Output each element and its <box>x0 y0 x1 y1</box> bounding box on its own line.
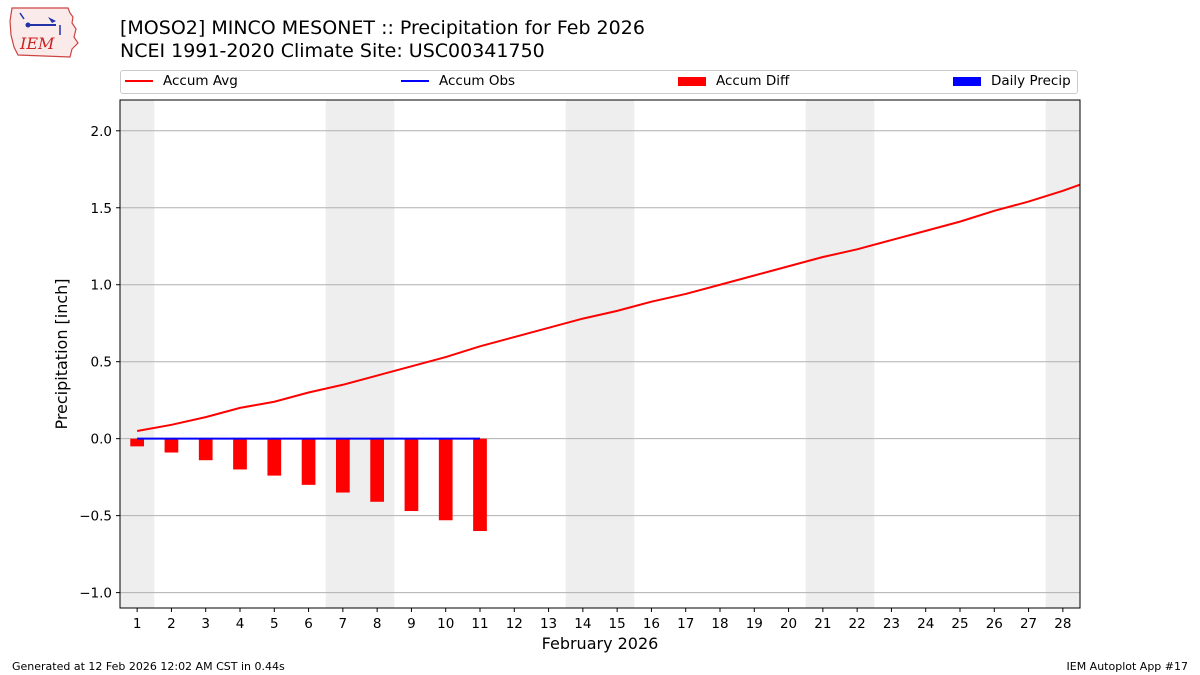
x-tick-label: 1 <box>133 616 142 632</box>
diff-bar <box>130 438 144 447</box>
x-tick-label: 13 <box>540 616 557 632</box>
chart-subtitle: NCEI 1991-2020 Climate Site: USC00341750 <box>120 40 545 62</box>
legend-swatch <box>401 80 429 82</box>
plot-frame <box>119 99 1081 609</box>
diff-bar <box>438 438 453 521</box>
y-tick-label: 0.0 <box>91 432 112 448</box>
legend-item-daily-precip: Daily Precip <box>953 73 1071 89</box>
x-tick-label: 4 <box>236 616 245 632</box>
legend: Accum Avg Accum Obs Accum Diff Daily Precip <box>120 70 1078 94</box>
legend-swatch <box>125 80 153 82</box>
y-tick-label: 1.0 <box>91 278 112 294</box>
x-tick-label: 25 <box>951 616 968 632</box>
y-tick-label: −1.0 <box>79 586 112 602</box>
x-tick-label: 27 <box>1020 616 1037 632</box>
diff-bar <box>301 438 316 485</box>
x-tick-label: 17 <box>677 616 694 632</box>
x-tick-label: 8 <box>373 616 382 632</box>
weekend-band <box>1045 100 1080 608</box>
x-tick-label: 3 <box>201 616 210 632</box>
footer-app: IEM Autoplot App #17 <box>1066 660 1189 673</box>
x-tick-label: 6 <box>304 616 313 632</box>
diff-bar <box>370 438 384 502</box>
x-tick-label: 10 <box>437 616 454 632</box>
x-tick-label: 12 <box>506 616 523 632</box>
footer-generated: Generated at 12 Feb 2026 12:02 AM CST in… <box>12 660 285 673</box>
diff-bar <box>336 438 350 493</box>
y-tick-label: 2.0 <box>91 124 112 140</box>
iem-logo: IEM <box>9 7 79 58</box>
x-tick-label: 5 <box>270 616 279 632</box>
x-tick-label: 26 <box>986 616 1003 632</box>
x-tick-label: 16 <box>643 616 660 632</box>
diff-bar <box>473 438 487 532</box>
legend-item-accum-obs: Accum Obs <box>401 73 515 89</box>
x-tick-label: 18 <box>711 616 728 632</box>
diff-bar <box>164 438 179 453</box>
accum-avg-line <box>136 183 1081 432</box>
y-tick-label: −0.5 <box>79 509 112 525</box>
legend-label: Accum Diff <box>716 73 790 89</box>
x-tick-label: 7 <box>339 616 348 632</box>
weekend-band <box>805 100 875 608</box>
x-tick-label: 28 <box>1054 616 1071 632</box>
legend-label: Accum Avg <box>163 73 238 89</box>
legend-swatch <box>953 76 981 86</box>
x-tick-label: 14 <box>574 616 591 632</box>
diff-bar <box>233 438 247 470</box>
legend-label: Accum Obs <box>439 73 516 89</box>
x-tick-label: 20 <box>780 616 797 632</box>
diff-bar <box>267 438 282 476</box>
x-tick-label: 11 <box>471 616 488 632</box>
y-tick-label: 0.5 <box>91 355 112 371</box>
logo-text: IEM <box>19 34 55 53</box>
x-tick-label: 23 <box>883 616 900 632</box>
weekend-band <box>565 100 635 608</box>
x-tick-label: 21 <box>814 616 831 632</box>
weekend-band <box>120 100 155 608</box>
diff-bar <box>404 438 419 512</box>
legend-label: Daily Precip <box>991 73 1071 89</box>
x-tick-label: 15 <box>609 616 626 632</box>
y-axis-label: Precipitation [inch] <box>52 278 71 429</box>
x-axis-label: February 2026 <box>542 634 659 653</box>
weekend-band <box>325 100 395 608</box>
x-tick-label: 22 <box>849 616 866 632</box>
legend-swatch <box>678 76 706 86</box>
x-tick-label: 19 <box>746 616 763 632</box>
diff-bar <box>198 438 213 461</box>
x-tick-label: 2 <box>167 616 176 632</box>
x-tick-label: 24 <box>917 616 934 632</box>
y-tick-label: 1.5 <box>91 201 112 217</box>
legend-item-accum-diff: Accum Diff <box>678 73 789 89</box>
chart-title: [MOSO2] MINCO MESONET :: Precipitation f… <box>120 17 645 39</box>
legend-item-accum-avg: Accum Avg <box>125 73 238 89</box>
x-tick-label: 9 <box>407 616 416 632</box>
